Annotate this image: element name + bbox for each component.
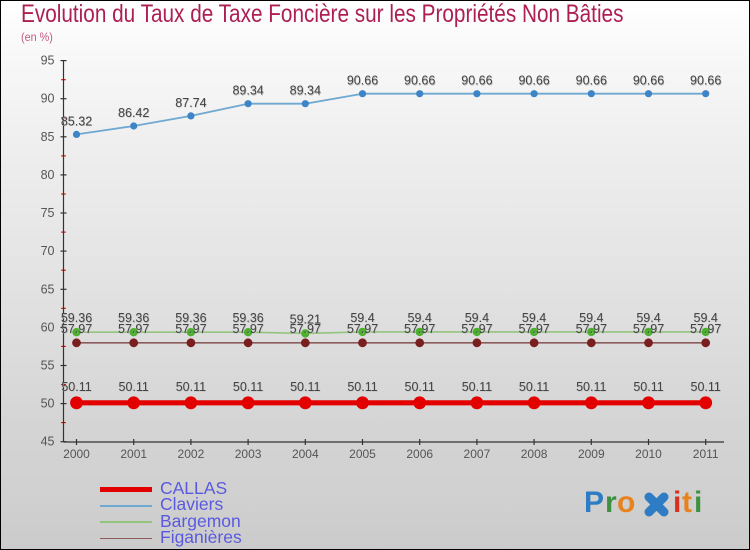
svg-text:85: 85 xyxy=(41,130,55,144)
svg-text:o: o xyxy=(617,486,635,519)
svg-text:90.66: 90.66 xyxy=(347,74,378,88)
svg-text:50.11: 50.11 xyxy=(462,380,492,394)
svg-text:50.11: 50.11 xyxy=(633,380,663,394)
svg-text:50.11: 50.11 xyxy=(176,380,206,394)
svg-text:2005: 2005 xyxy=(349,447,376,461)
svg-text:50.11: 50.11 xyxy=(405,380,435,394)
svg-text:50: 50 xyxy=(41,397,55,411)
svg-text:70: 70 xyxy=(41,244,55,258)
svg-text:57.97: 57.97 xyxy=(633,322,664,336)
svg-text:57.97: 57.97 xyxy=(461,322,492,336)
svg-text:2011: 2011 xyxy=(693,447,719,461)
svg-text:57.97: 57.97 xyxy=(118,322,149,336)
svg-text:90: 90 xyxy=(41,92,55,106)
svg-text:89.34: 89.34 xyxy=(232,84,263,98)
svg-text:90.66: 90.66 xyxy=(461,74,492,88)
svg-text:2000: 2000 xyxy=(63,447,90,461)
svg-text:89.34: 89.34 xyxy=(290,84,321,98)
svg-text:65: 65 xyxy=(41,282,55,296)
svg-text:i: i xyxy=(694,486,702,519)
svg-text:57.97: 57.97 xyxy=(404,322,435,336)
svg-text:86.42: 86.42 xyxy=(118,106,149,120)
svg-text:57.97: 57.97 xyxy=(61,322,92,336)
svg-text:80: 80 xyxy=(41,168,55,182)
svg-text:50.11: 50.11 xyxy=(691,380,721,394)
svg-text:57.97: 57.97 xyxy=(518,322,549,336)
svg-text:57.97: 57.97 xyxy=(290,322,321,336)
svg-text:87.74: 87.74 xyxy=(175,96,206,110)
svg-text:57.97: 57.97 xyxy=(576,322,607,336)
svg-text:90.66: 90.66 xyxy=(576,74,607,88)
svg-text:60: 60 xyxy=(41,320,55,334)
svg-text:55: 55 xyxy=(41,359,55,373)
svg-text:2008: 2008 xyxy=(521,447,548,461)
svg-text:57.97: 57.97 xyxy=(232,322,263,336)
svg-text:50.11: 50.11 xyxy=(119,380,149,394)
svg-text:90.66: 90.66 xyxy=(518,74,549,88)
svg-text:85.32: 85.32 xyxy=(61,114,92,128)
svg-text:2001: 2001 xyxy=(120,447,147,461)
svg-text:50.11: 50.11 xyxy=(61,380,91,394)
svg-text:P: P xyxy=(584,486,604,519)
svg-text:95: 95 xyxy=(41,54,55,68)
svg-text:50.11: 50.11 xyxy=(290,380,320,394)
svg-text:50.11: 50.11 xyxy=(233,380,263,394)
svg-text:2009: 2009 xyxy=(578,447,605,461)
svg-text:50.11: 50.11 xyxy=(519,380,549,394)
svg-text:2002: 2002 xyxy=(178,447,205,461)
svg-text:2007: 2007 xyxy=(464,447,491,461)
svg-text:45: 45 xyxy=(41,435,55,449)
svg-text:i: i xyxy=(673,486,681,519)
svg-text:90.66: 90.66 xyxy=(633,74,664,88)
svg-text:2010: 2010 xyxy=(635,447,662,461)
svg-text:90.66: 90.66 xyxy=(690,74,721,88)
svg-text:2003: 2003 xyxy=(235,447,262,461)
svg-text:2006: 2006 xyxy=(406,447,433,461)
svg-text:50.11: 50.11 xyxy=(347,380,377,394)
svg-text:57.97: 57.97 xyxy=(690,322,721,336)
svg-text:r: r xyxy=(605,486,617,519)
svg-text:57.97: 57.97 xyxy=(175,322,206,336)
svg-text:75: 75 xyxy=(41,206,55,220)
svg-text:57.97: 57.97 xyxy=(347,322,378,336)
svg-text:t: t xyxy=(682,486,692,519)
svg-text:50.11: 50.11 xyxy=(576,380,606,394)
svg-text:90.66: 90.66 xyxy=(404,74,435,88)
svg-text:2004: 2004 xyxy=(292,447,319,461)
